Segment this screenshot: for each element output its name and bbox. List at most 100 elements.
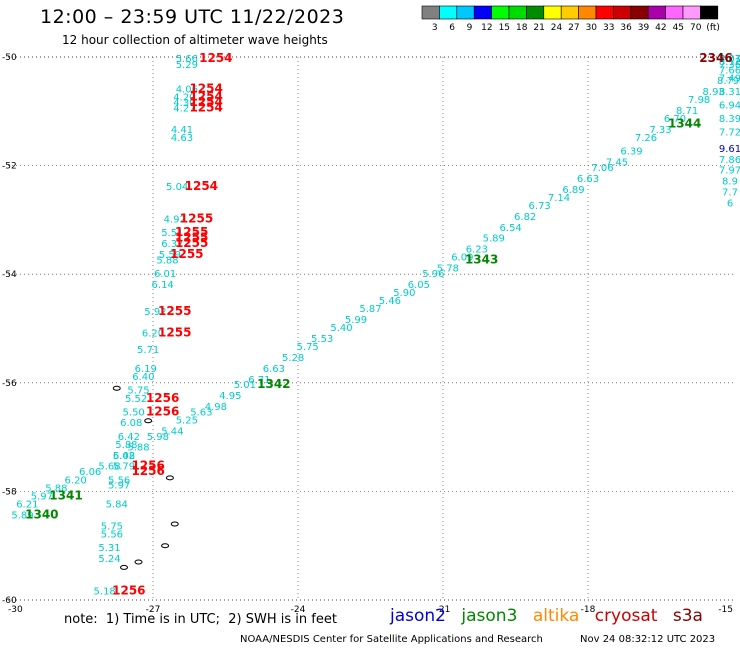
legend-label: 21 — [533, 23, 544, 33]
wave-height-value: 7.72 — [719, 128, 740, 139]
wave-height-value: 5.88 — [127, 443, 149, 454]
wave-height-value: 5.79 — [113, 462, 135, 473]
wave-height-value: 7.33 — [649, 125, 671, 136]
wave-height-value: 5.56 — [108, 475, 130, 486]
pass-number: 1254 — [189, 95, 222, 109]
legend-swatch — [491, 5, 510, 20]
wave-height-value: 5.04 — [166, 182, 188, 193]
legend-label: 3 — [432, 23, 438, 33]
legend-swatch — [700, 5, 719, 20]
wave-height-value: 6.09 — [451, 253, 473, 264]
pass-labels: 1340134113421343134423461254125412541254… — [25, 51, 733, 598]
wave-height-value: 6.14 — [152, 280, 174, 291]
legend-label: 36 — [620, 23, 632, 33]
wave-height-value: 6.02 — [113, 451, 135, 462]
legend-swatch — [421, 5, 440, 20]
wave-height-value: 8.31 — [719, 87, 740, 98]
wave-height-value: 7.66 — [719, 65, 740, 76]
legend-swatch — [647, 5, 666, 20]
pass-number: 1255 — [158, 326, 191, 340]
wave-height-value: 5.01 — [234, 380, 256, 391]
pass-number: 1341 — [49, 489, 82, 503]
legend-label: 42 — [655, 23, 666, 33]
legend-label: 45 — [673, 23, 684, 33]
pass-number: 1254 — [189, 100, 222, 114]
legend-label: 18 — [516, 23, 528, 33]
wave-height-value: 6.37 — [161, 239, 183, 250]
pass-number: 1254 — [189, 89, 222, 103]
axes: -30 -27 -24 -21 -18 -15 -50 -52 -54 -56 -58 -60 — [2, 53, 733, 615]
wave-height-value: 5.96 — [422, 269, 444, 280]
wave-height-value: 5.66 — [176, 54, 198, 65]
pass-number: 1340 — [25, 508, 58, 522]
wave-height-value: 7.06 — [591, 163, 613, 174]
x-tick-label: -15 — [718, 605, 733, 615]
wave-height-value: 5.46 — [379, 296, 401, 307]
legend-label: 70 — [690, 23, 702, 33]
island-outline — [161, 543, 170, 549]
legend-swatch — [473, 5, 492, 20]
wave-height-value: 7.14 — [548, 193, 570, 204]
wave-height-value: 4.27 — [173, 103, 195, 114]
timestamp: Nov 24 08:32:12 UTC 2023 — [580, 634, 716, 645]
wave-height-value: 8.93 — [703, 87, 725, 98]
y-tick-label: -56 — [2, 379, 17, 389]
chart-title: 12:00 – 23:59 UTC 11/22/2023 — [40, 6, 345, 28]
x-tick-label: -27 — [146, 605, 161, 615]
wave-height-value: 5.98 — [147, 432, 169, 443]
pass-number: 1256 — [131, 464, 164, 478]
wave-height-value: 5.75 — [127, 386, 149, 397]
y-tick-label: -54 — [2, 270, 17, 280]
wave-height-value: 5.50 — [123, 407, 145, 418]
pass-number: 1342 — [257, 377, 290, 391]
legend-swatch — [526, 5, 545, 20]
legend-label: 27 — [568, 23, 579, 33]
wave-height-value: 5.78 — [437, 263, 459, 274]
pass-number: 1254 — [189, 81, 222, 95]
wave-height-value: 6.06 — [79, 467, 101, 478]
wave-height-value: 9.61 — [719, 144, 740, 155]
wave-height-value: 6.39 — [620, 147, 642, 158]
satellite-s3a: s3a — [672, 606, 703, 626]
legend-label: 33 — [603, 23, 614, 33]
wave-height-value: 6.82 — [514, 212, 536, 223]
wave-height-value: 5.97 — [31, 492, 53, 503]
wave-height-value: 7.45 — [606, 158, 628, 169]
island-outline — [170, 521, 179, 527]
satellite-jason2: jason2 — [390, 606, 446, 626]
island-outline — [120, 564, 128, 570]
wave-height-value: 6.08 — [120, 418, 142, 429]
legend-swatch — [613, 5, 632, 20]
legend-label: 15 — [499, 23, 510, 33]
satellite-cryosat: cryosat — [594, 606, 658, 626]
pass-number: 1255 — [158, 304, 191, 318]
wave-height-value: 5.28 — [282, 353, 304, 364]
wave-height-value: 5.90 — [393, 288, 415, 299]
wave-height-value: 5.52 — [125, 394, 147, 405]
wave-height-value: 6.70 — [664, 114, 686, 125]
wave-height-value: 7.07 — [719, 54, 740, 65]
legend-label: 39 — [638, 23, 650, 33]
wave-height-value: 4.41 — [171, 125, 193, 136]
wave-height-value: 5.88 — [115, 440, 137, 451]
wave-height-value: 7.26 — [635, 133, 657, 144]
wave-height-value: 5.92 — [144, 307, 166, 318]
wave-height-value: 8.01 — [719, 54, 740, 65]
wave-height-value: 5.88 — [156, 255, 178, 266]
island-outline — [112, 385, 121, 391]
wave-height-value: 5.71 — [137, 345, 159, 356]
legend-swatch — [456, 5, 475, 20]
pass-number: 1255 — [175, 236, 208, 250]
pass-number: 1256 — [131, 459, 164, 473]
wave-height-value: 5.51 — [161, 228, 183, 239]
satellite-altika: altika — [532, 606, 580, 626]
pass-number: 1254 — [185, 179, 218, 193]
legend-label: 12 — [481, 23, 492, 33]
pass-number: 1255 — [175, 231, 208, 245]
chart-subtitle: 12 hour collection of altimeter wave hei… — [62, 33, 328, 47]
wave-height-value: 5.63 — [190, 407, 212, 418]
grid-lines — [8, 57, 733, 600]
y-tick-label: -50 — [2, 53, 17, 63]
wave-height-value: 8.79 — [717, 76, 739, 87]
